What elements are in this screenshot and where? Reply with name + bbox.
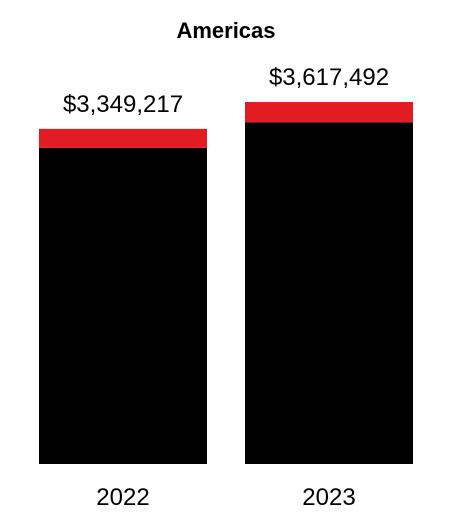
data-labels-group: $3,349,217 $3,617,492 [63,64,389,118]
bar-2023-segment-1 [245,102,413,123]
data-label-2022: $3,349,217 [63,91,183,118]
data-label-2023: $3,617,492 [269,64,389,91]
x-tick-label-2023: 2023 [302,484,355,511]
bar-2023-segment-0 [245,122,413,464]
bar-2022-segment-1 [39,128,207,148]
bar-2022-segment-0 [39,147,207,464]
x-tick-label-2022: 2022 [96,484,149,511]
chart-title: Americas [176,18,275,43]
x-tick-labels-group: 2022 2023 [96,484,355,511]
bars-group [39,102,413,464]
